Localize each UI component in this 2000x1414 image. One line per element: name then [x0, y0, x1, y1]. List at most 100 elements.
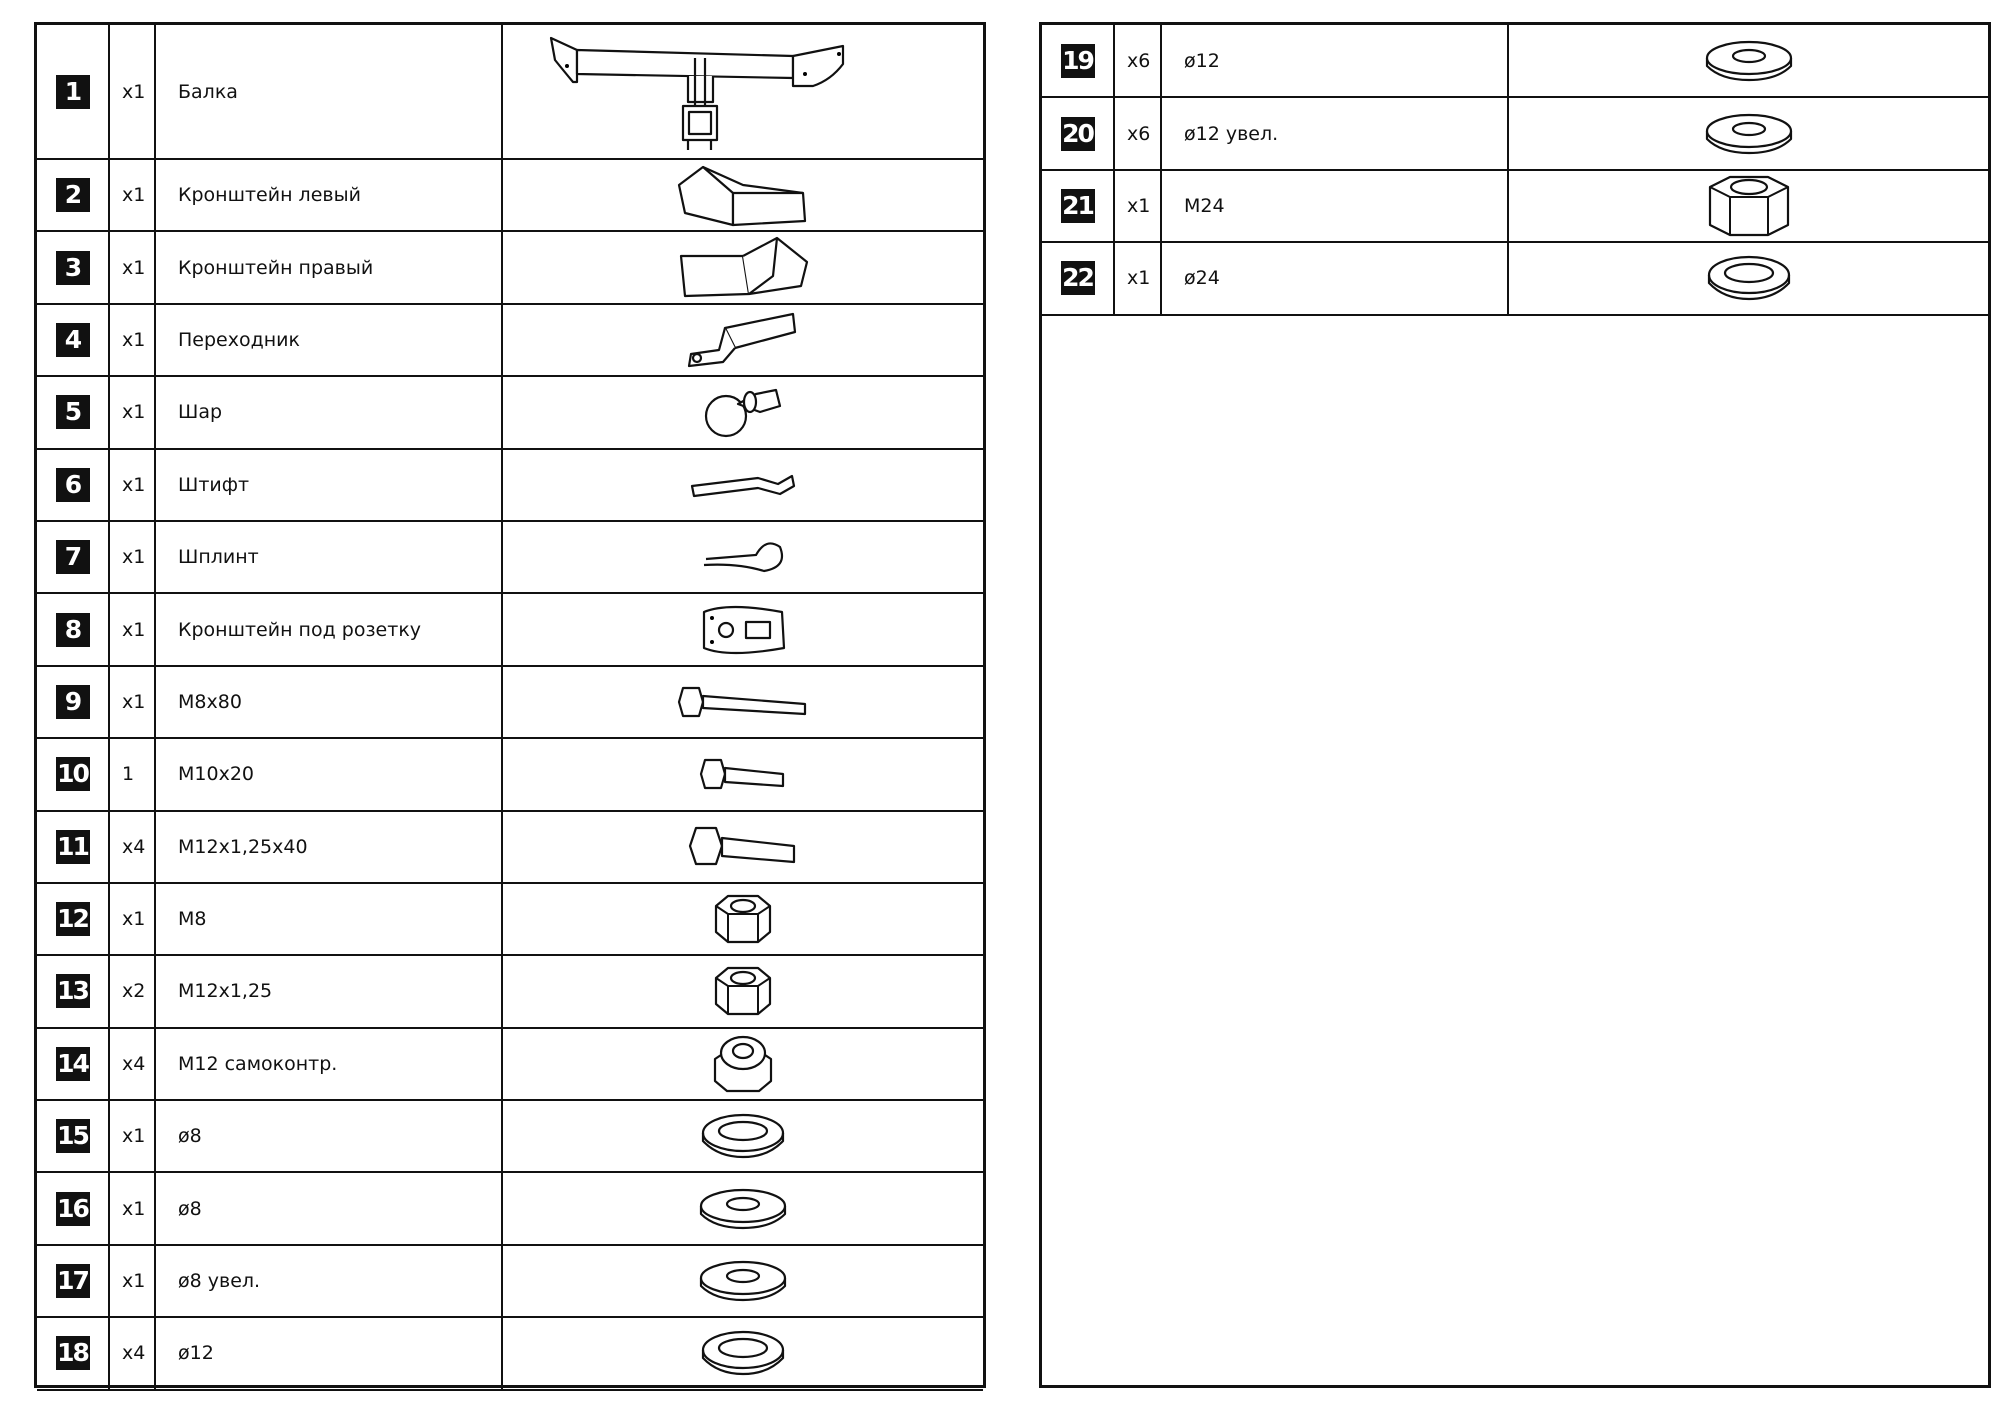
part-image-cell [501, 157, 983, 233]
quantity-cell: x4 [108, 1026, 156, 1102]
table-row: 14 x4 M12 самоконтр. [37, 1026, 983, 1102]
part-image-cell [501, 1316, 983, 1391]
part-image-cell [501, 1099, 983, 1174]
table-row: 20 x6 ø12 увел. [1042, 96, 1988, 171]
table-row: 1 x1 Балка [37, 25, 983, 160]
table-row: 21 x1 M24 [1042, 168, 1988, 244]
nut-icon [710, 967, 776, 1016]
item-number-cell: 12 [37, 881, 110, 957]
table-row: 4 x1 Переходник [37, 302, 983, 378]
flat-washer-icon [1701, 40, 1797, 81]
item-number-cell: 15 [37, 1099, 110, 1174]
item-number-badge: 6 [55, 467, 90, 502]
bolt-medium-icon [686, 826, 800, 865]
item-number-badge: 5 [55, 395, 90, 430]
item-number-cell: 2 [37, 157, 110, 233]
item-number-cell: 10 [37, 737, 110, 812]
spring-washer-icon [1704, 256, 1794, 301]
part-name-cell: Шплинт [154, 519, 503, 595]
part-image-cell [501, 519, 983, 595]
item-number-badge: 19 [1060, 43, 1095, 78]
quantity-cell: x4 [108, 809, 156, 884]
table-row: 15 x1 ø8 [37, 1099, 983, 1174]
table-row: 18 x4 ø12 [37, 1316, 983, 1391]
quantity-cell: x1 [108, 1243, 156, 1319]
item-number-cell: 1 [37, 25, 110, 160]
table-row: 7 x1 Шплинт [37, 519, 983, 595]
table-row: 13 x2 M12x1,25 [37, 954, 983, 1029]
flat-washer-icon [695, 1260, 791, 1302]
table-row: 3 x1 Кронштейн правый [37, 230, 983, 305]
item-number-badge: 4 [55, 322, 90, 357]
part-name-cell: ø8 [154, 1171, 503, 1246]
item-number-badge: 21 [1060, 188, 1095, 223]
part-name-cell: M10x20 [154, 737, 503, 812]
table-row: 19 x6 ø12 [1042, 25, 1988, 99]
part-name-cell: M12x1,25 [154, 954, 503, 1029]
item-number-badge: 11 [55, 829, 90, 864]
part-name-cell: Кронштейн правый [154, 230, 503, 305]
part-name-cell: M24 [1160, 168, 1509, 244]
part-name-cell: ø8 [154, 1099, 503, 1174]
part-image-cell [501, 954, 983, 1029]
parts-table-left: 1 x1 Балка 2 x1 Кронштейн левый 3 x1 Кро… [34, 22, 986, 1391]
quantity-cell: x6 [1113, 96, 1162, 171]
part-image-cell [501, 592, 983, 667]
part-image-cell [501, 1243, 983, 1319]
part-image-cell [501, 25, 983, 160]
table-row: 8 x1 Кронштейн под розетку [37, 592, 983, 667]
item-number-cell: 7 [37, 519, 110, 595]
quantity-cell: x4 [108, 1316, 156, 1391]
quantity-cell: x1 [108, 1099, 156, 1174]
part-name-cell: ø12 увел. [1160, 96, 1509, 171]
part-image-cell [1507, 96, 1988, 171]
table-row: 22 x1 ø24 [1042, 241, 1988, 316]
item-number-cell: 16 [37, 1171, 110, 1246]
adapter-icon [683, 312, 803, 368]
parts-table-right: 19 x6 ø12 20 x6 ø12 увел. 21 x1 M24 22 x… [1039, 22, 1991, 1388]
part-name-cell: ø12 [154, 1316, 503, 1391]
part-name-cell: M12 самоконтр. [154, 1026, 503, 1102]
quantity-cell: x1 [108, 1171, 156, 1246]
pin-icon [688, 474, 798, 497]
table-row: 10 1 M10x20 [37, 737, 983, 812]
quantity-cell: x1 [108, 230, 156, 305]
item-number-badge: 10 [55, 757, 90, 792]
part-name-cell: M12x1,25x40 [154, 809, 503, 884]
table-row: 2 x1 Кронштейн левый [37, 157, 983, 233]
item-number-cell: 11 [37, 809, 110, 884]
nut-icon [710, 894, 776, 944]
quantity-cell: x1 [108, 519, 156, 595]
quantity-cell: 1 [108, 737, 156, 812]
table-row: 6 x1 Штифт [37, 447, 983, 522]
item-number-badge: 17 [55, 1264, 90, 1299]
bracket-right-icon [673, 236, 813, 297]
part-name-cell: ø8 увел. [154, 1243, 503, 1319]
item-number-badge: 9 [55, 684, 90, 719]
part-image-cell [501, 809, 983, 884]
bolt-long-icon [673, 686, 813, 718]
quantity-cell: x1 [108, 447, 156, 522]
part-name-cell: M8 [154, 881, 503, 957]
spring-washer-icon [698, 1331, 788, 1376]
part-name-cell: ø12 [1160, 25, 1509, 99]
item-number-badge: 1 [55, 74, 90, 109]
item-number-cell: 4 [37, 302, 110, 378]
item-number-cell: 13 [37, 954, 110, 1029]
tall-nut-icon [1704, 175, 1794, 237]
part-image-cell [501, 1026, 983, 1102]
item-number-cell: 20 [1042, 96, 1115, 171]
quantity-cell: x1 [108, 302, 156, 378]
item-number-badge: 16 [55, 1191, 90, 1226]
part-image-cell [501, 737, 983, 812]
quantity-cell: x6 [1113, 25, 1162, 99]
part-name-cell: ø24 [1160, 241, 1509, 316]
item-number-badge: 8 [55, 612, 90, 647]
table-row: 12 x1 M8 [37, 881, 983, 957]
item-number-badge: 18 [55, 1336, 90, 1371]
item-number-badge: 7 [55, 540, 90, 575]
tow-ball-icon [698, 389, 788, 438]
table-row: 11 x4 M12x1,25x40 [37, 809, 983, 884]
beam-icon [543, 36, 943, 150]
bracket-left-icon [673, 166, 813, 227]
